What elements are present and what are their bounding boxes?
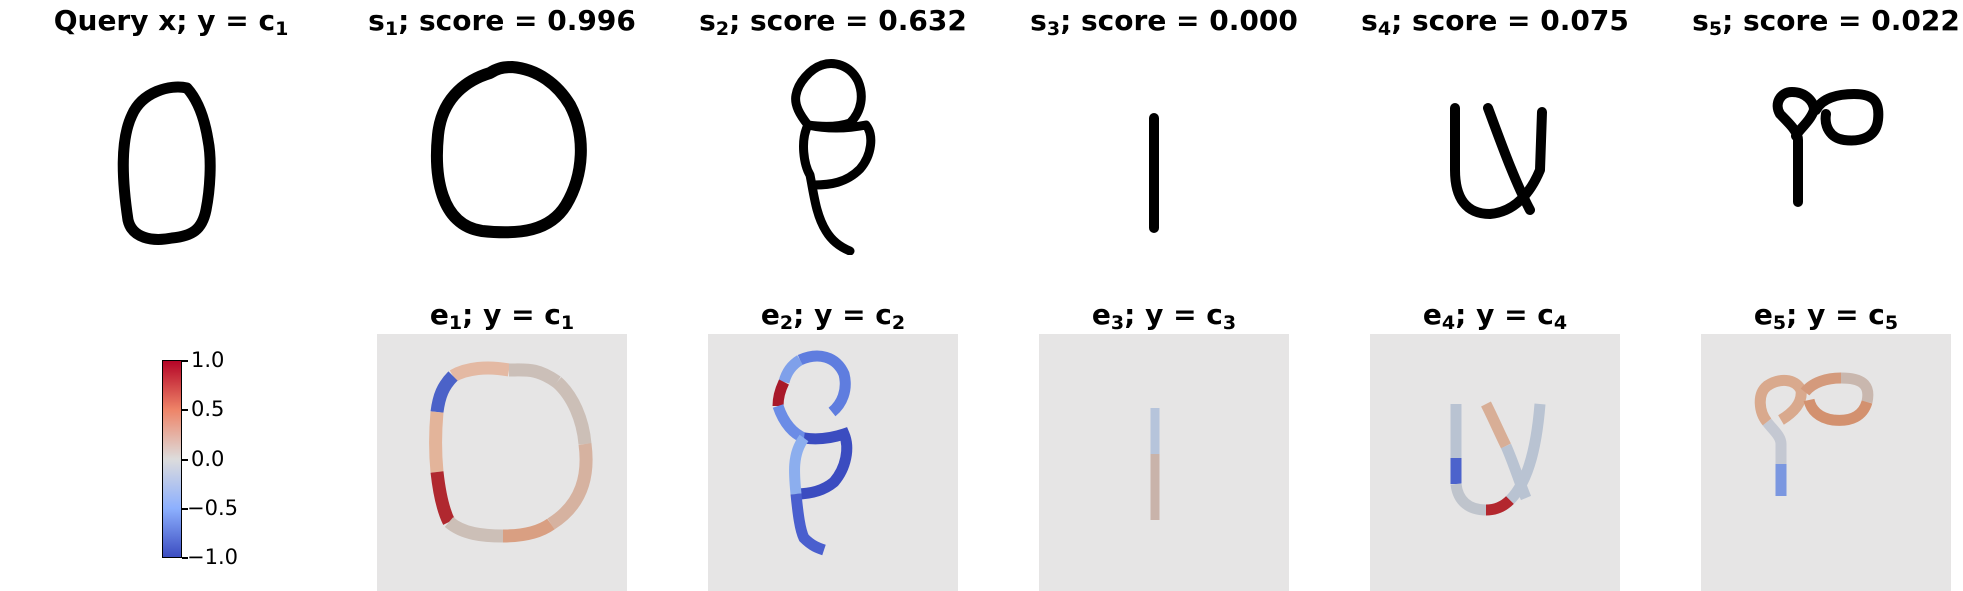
attribution-segment <box>429 411 444 473</box>
attribution-segment <box>1450 483 1487 516</box>
digit-stroke <box>430 61 587 239</box>
attribution-segment <box>547 443 593 530</box>
attribution-segment <box>788 434 809 495</box>
query-title: Query x; y = c1 <box>53 4 289 40</box>
colorbar-tick-mark <box>182 557 188 559</box>
explanation-4-heatmap <box>1370 334 1620 591</box>
explanation-5-title: e5; y = c5 <box>1753 298 1899 334</box>
attribution-segment <box>508 363 561 388</box>
sample-4-digit-image <box>1430 90 1570 230</box>
attribution-segment <box>552 377 592 445</box>
digit-stroke <box>1811 89 1884 146</box>
attribution-segment <box>1481 401 1511 449</box>
sample-1-title: s1; score = 0.996 <box>368 4 636 40</box>
digit-stroke <box>117 81 216 245</box>
explanation-5-heatmap <box>1701 334 1951 591</box>
attribution-segment <box>772 379 789 407</box>
heatmap-background <box>708 334 958 591</box>
colorbar-tick-label: −0.5 <box>187 496 238 520</box>
digit-stroke <box>1483 103 1535 215</box>
attribution-segment <box>1800 372 1842 396</box>
sample-3-digit-image <box>1120 100 1180 240</box>
sample-1-digit-image <box>420 55 600 255</box>
colorbar-tick-label: 0.5 <box>191 397 225 421</box>
attribution-segment <box>1762 418 1787 464</box>
attribution-segment <box>797 350 851 417</box>
sample-4-title: s4; score = 0.075 <box>1361 4 1629 40</box>
sample-5-title: s5; score = 0.022 <box>1692 4 1960 40</box>
digit-stroke <box>1772 87 1819 207</box>
attribution-segment <box>790 493 826 556</box>
explanation-3-title: e3; y = c3 <box>1091 298 1237 334</box>
attribution-segment <box>444 516 504 543</box>
explanation-3-heatmap <box>1039 334 1289 591</box>
sample-5-digit-image <box>1750 80 1900 220</box>
attribution-segment <box>778 355 804 384</box>
digit-stroke <box>803 59 876 190</box>
attribution-segment <box>795 427 853 500</box>
attribution-segment <box>430 471 455 525</box>
colorbar-tick-label: −1.0 <box>187 545 238 569</box>
heatmap-background <box>1039 334 1289 591</box>
sample-2-digit-image <box>770 55 900 255</box>
attribution-segment <box>1485 495 1514 516</box>
colorbar-tick-label: 0.0 <box>191 447 225 471</box>
explanation-2-heatmap <box>708 334 958 591</box>
attribution-segment <box>502 518 555 543</box>
attribution-segment <box>1754 375 1807 426</box>
colorbar-gradient <box>162 360 182 558</box>
query-digit-image <box>92 60 252 260</box>
colorbar-tick-mark <box>182 409 188 411</box>
colorbar-tick-mark <box>182 459 188 461</box>
colorbar <box>162 360 182 558</box>
colorbar-tick-label: 1.0 <box>191 348 225 372</box>
attribution-segment <box>1803 398 1873 426</box>
explanation-2-title: e2; y = c2 <box>760 298 906 334</box>
heatmap-background <box>1701 334 1951 591</box>
heatmap-background <box>1370 334 1620 591</box>
colorbar-tick-mark <box>182 508 188 510</box>
attribution-segment <box>1840 372 1874 404</box>
digit-stroke <box>1450 103 1547 219</box>
explanation-1-title: e1; y = c1 <box>429 298 575 334</box>
explanation-1-heatmap <box>377 334 627 591</box>
colorbar-tick-mark <box>182 360 188 362</box>
attribution-segment <box>1505 403 1546 504</box>
explanation-4-title: e4; y = c4 <box>1422 298 1568 334</box>
attribution-segment <box>449 361 511 382</box>
sample-2-title: s2; score = 0.632 <box>699 4 967 40</box>
attribution-segment <box>430 371 458 413</box>
attribution-segment <box>1500 443 1532 501</box>
digit-stroke <box>791 60 855 255</box>
sample-3-title: s3; score = 0.000 <box>1030 4 1298 40</box>
